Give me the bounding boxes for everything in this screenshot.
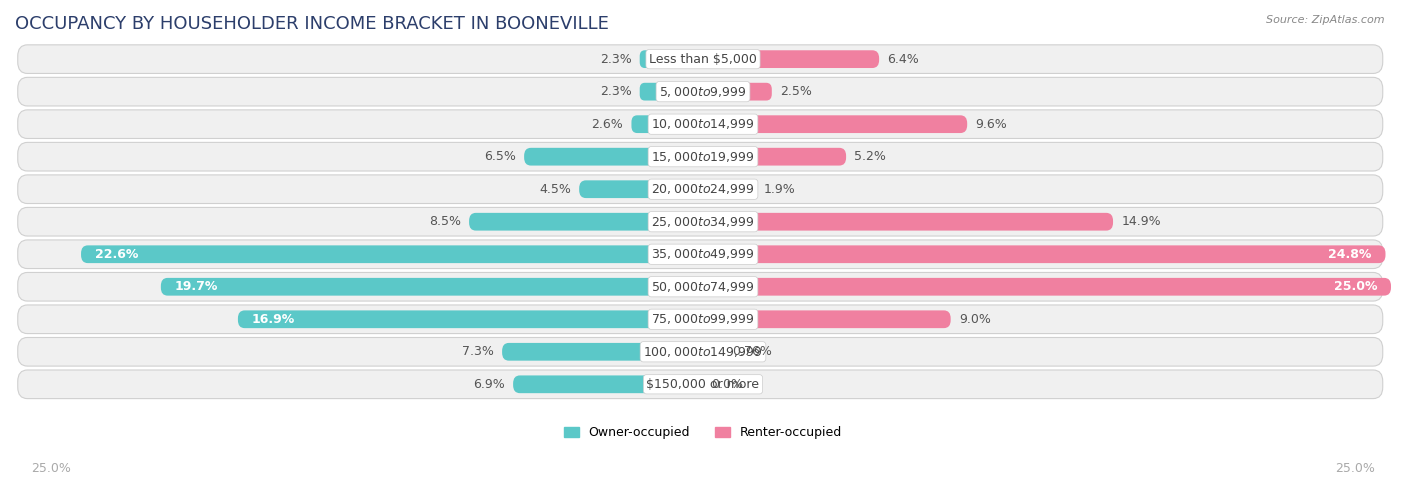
- Text: $20,000 to $24,999: $20,000 to $24,999: [651, 182, 755, 196]
- Text: 4.5%: 4.5%: [538, 183, 571, 196]
- Text: 9.6%: 9.6%: [976, 118, 1007, 131]
- FancyBboxPatch shape: [703, 311, 950, 328]
- FancyBboxPatch shape: [703, 83, 772, 101]
- FancyBboxPatch shape: [524, 148, 703, 166]
- Text: 6.5%: 6.5%: [484, 150, 516, 163]
- Text: 25.0%: 25.0%: [1336, 462, 1375, 475]
- Text: 9.0%: 9.0%: [959, 313, 991, 326]
- FancyBboxPatch shape: [470, 213, 703, 230]
- FancyBboxPatch shape: [631, 115, 703, 133]
- FancyBboxPatch shape: [160, 278, 703, 295]
- Text: 6.4%: 6.4%: [887, 52, 920, 66]
- FancyBboxPatch shape: [18, 240, 1382, 269]
- FancyBboxPatch shape: [502, 343, 703, 361]
- FancyBboxPatch shape: [18, 305, 1382, 333]
- Legend: Owner-occupied, Renter-occupied: Owner-occupied, Renter-occupied: [558, 421, 848, 444]
- Text: $150,000 or more: $150,000 or more: [647, 378, 759, 391]
- Text: 22.6%: 22.6%: [94, 248, 138, 261]
- Text: 0.0%: 0.0%: [711, 378, 744, 391]
- FancyBboxPatch shape: [703, 180, 755, 198]
- Text: $5,000 to $9,999: $5,000 to $9,999: [659, 85, 747, 99]
- Text: 2.3%: 2.3%: [600, 52, 631, 66]
- Text: 8.5%: 8.5%: [429, 215, 461, 228]
- Text: 2.5%: 2.5%: [780, 85, 811, 98]
- Text: 16.9%: 16.9%: [252, 313, 295, 326]
- Text: OCCUPANCY BY HOUSEHOLDER INCOME BRACKET IN BOONEVILLE: OCCUPANCY BY HOUSEHOLDER INCOME BRACKET …: [15, 15, 609, 33]
- FancyBboxPatch shape: [18, 337, 1382, 366]
- Text: 5.2%: 5.2%: [855, 150, 886, 163]
- FancyBboxPatch shape: [18, 273, 1382, 301]
- FancyBboxPatch shape: [703, 50, 879, 68]
- Text: 6.9%: 6.9%: [472, 378, 505, 391]
- FancyBboxPatch shape: [513, 375, 703, 393]
- FancyBboxPatch shape: [82, 245, 703, 263]
- FancyBboxPatch shape: [18, 110, 1382, 139]
- Text: 1.9%: 1.9%: [763, 183, 796, 196]
- Text: 24.8%: 24.8%: [1329, 248, 1372, 261]
- Text: 2.6%: 2.6%: [592, 118, 623, 131]
- Text: 0.76%: 0.76%: [733, 345, 772, 358]
- FancyBboxPatch shape: [18, 45, 1382, 73]
- FancyBboxPatch shape: [18, 370, 1382, 399]
- Text: Source: ZipAtlas.com: Source: ZipAtlas.com: [1267, 15, 1385, 25]
- FancyBboxPatch shape: [703, 278, 1391, 295]
- Text: $75,000 to $99,999: $75,000 to $99,999: [651, 312, 755, 326]
- FancyBboxPatch shape: [703, 343, 724, 361]
- FancyBboxPatch shape: [18, 208, 1382, 236]
- Text: 25.0%: 25.0%: [1334, 280, 1378, 293]
- Text: Less than $5,000: Less than $5,000: [650, 52, 756, 66]
- FancyBboxPatch shape: [579, 180, 703, 198]
- FancyBboxPatch shape: [703, 148, 846, 166]
- Text: $50,000 to $74,999: $50,000 to $74,999: [651, 280, 755, 294]
- Text: 19.7%: 19.7%: [174, 280, 218, 293]
- Text: $35,000 to $49,999: $35,000 to $49,999: [651, 247, 755, 261]
- Text: 7.3%: 7.3%: [463, 345, 494, 358]
- Text: 25.0%: 25.0%: [31, 462, 70, 475]
- FancyBboxPatch shape: [18, 77, 1382, 106]
- FancyBboxPatch shape: [640, 50, 703, 68]
- FancyBboxPatch shape: [18, 142, 1382, 171]
- FancyBboxPatch shape: [18, 175, 1382, 204]
- FancyBboxPatch shape: [238, 311, 703, 328]
- Text: $15,000 to $19,999: $15,000 to $19,999: [651, 150, 755, 164]
- FancyBboxPatch shape: [703, 213, 1114, 230]
- Text: $25,000 to $34,999: $25,000 to $34,999: [651, 215, 755, 229]
- Text: $100,000 to $149,999: $100,000 to $149,999: [644, 345, 762, 359]
- FancyBboxPatch shape: [640, 83, 703, 101]
- Text: $10,000 to $14,999: $10,000 to $14,999: [651, 117, 755, 131]
- Text: 14.9%: 14.9%: [1122, 215, 1161, 228]
- FancyBboxPatch shape: [703, 245, 1385, 263]
- FancyBboxPatch shape: [703, 115, 967, 133]
- Text: 2.3%: 2.3%: [600, 85, 631, 98]
